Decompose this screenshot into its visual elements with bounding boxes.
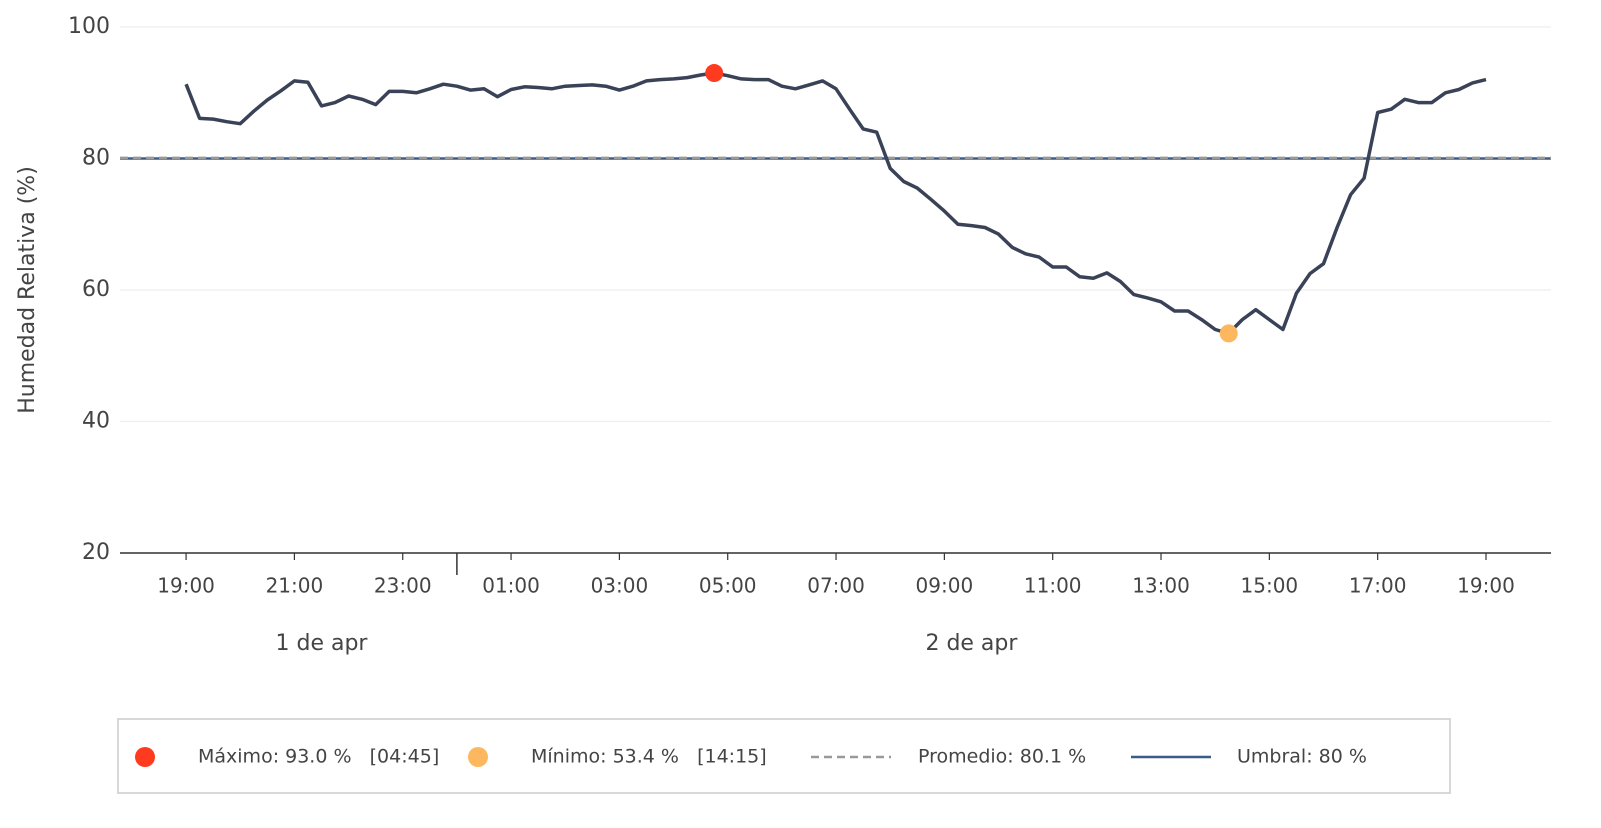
x-tick-label: 21:00	[266, 574, 324, 598]
x-tick-label: 17:00	[1349, 574, 1407, 598]
legend-label: Promedio: 80.1 %	[918, 746, 1086, 768]
y-tick-label: 60	[82, 277, 110, 302]
y-tick-label: 40	[82, 409, 110, 434]
y-tick-label: 20	[82, 540, 110, 565]
x-tick-label: 23:00	[374, 574, 432, 598]
legend-max-marker	[135, 747, 155, 767]
x-tick-label: 05:00	[699, 574, 757, 598]
x-tick-label: 09:00	[916, 574, 974, 598]
legend-label: Máximo: 93.0 % [04:45]	[198, 746, 439, 768]
legend-label: Mínimo: 53.4 % [14:15]	[531, 746, 767, 768]
x-tick-label: 07:00	[807, 574, 865, 598]
x-tick-label: 19:00	[157, 574, 215, 598]
day-label: 2 de apr	[925, 631, 1018, 656]
y-tick-label: 80	[82, 146, 110, 171]
x-tick-label: 15:00	[1241, 574, 1299, 598]
data-line	[184, 71, 1487, 336]
x-tick-label: 01:00	[482, 574, 540, 598]
x-tick-label: 11:00	[1024, 574, 1082, 598]
y-tick-label: 100	[68, 14, 110, 39]
legend-label: Umbral: 80 %	[1237, 746, 1367, 768]
y-axis-label: Humedad Relativa (%)	[15, 166, 40, 414]
max-marker	[705, 64, 724, 83]
min-marker	[1219, 324, 1238, 343]
x-tick-label: 13:00	[1132, 574, 1190, 598]
day-label: 1 de apr	[275, 631, 368, 656]
x-tick-label: 03:00	[591, 574, 649, 598]
legend-min-marker	[468, 747, 488, 767]
x-tick-label: 19:00	[1457, 574, 1515, 598]
legend-box	[117, 718, 1451, 794]
